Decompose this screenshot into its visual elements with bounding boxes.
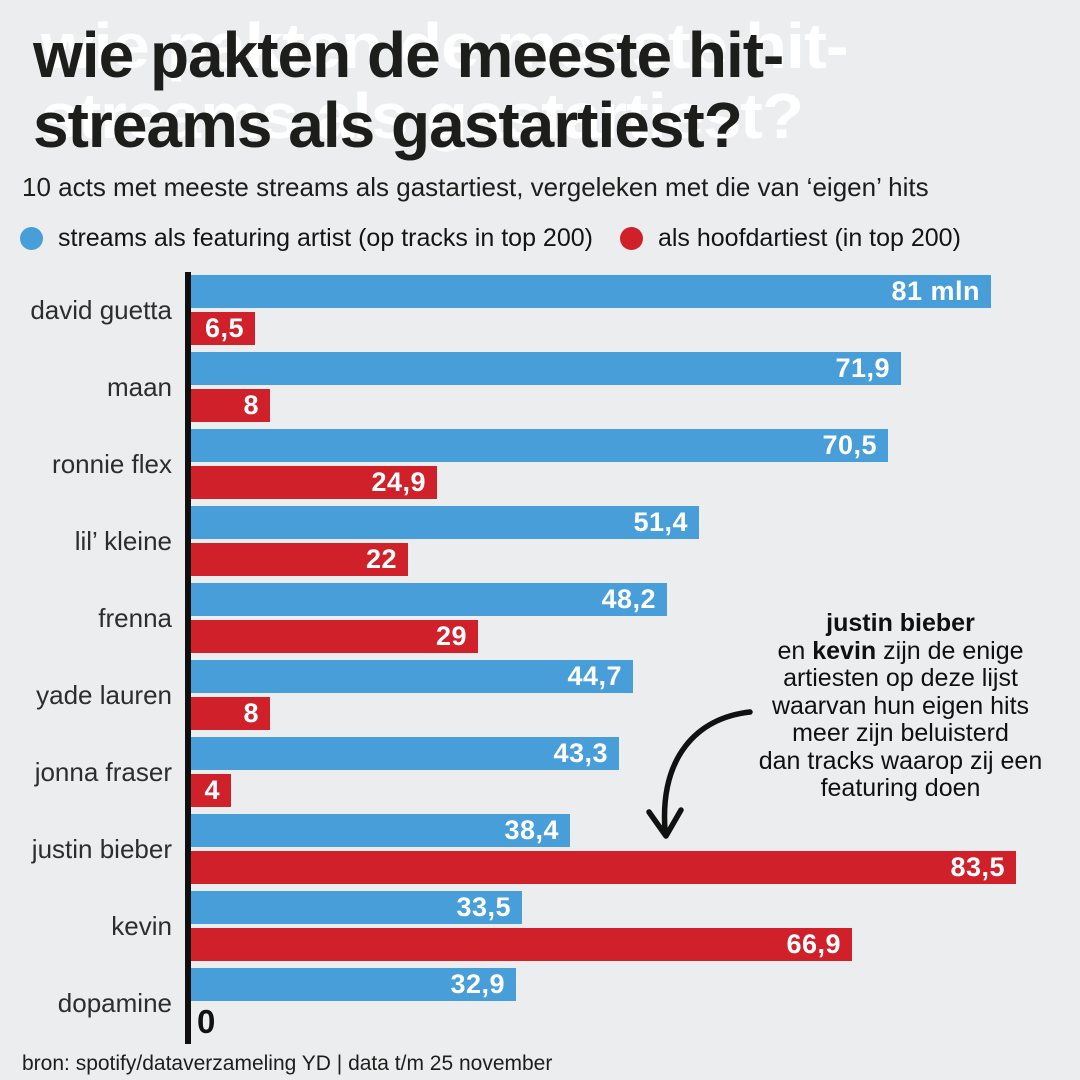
main-artist-legend-label: als hoofdartiest (in top 200) xyxy=(657,224,961,252)
axis-zero-label: 0 xyxy=(197,1003,216,1040)
chart-row: justin bieber 38,4 83,5 xyxy=(0,811,1080,888)
main-artist-bar: 22 xyxy=(191,543,408,576)
main-artist-bar: 8 xyxy=(191,389,270,422)
featuring-value-label: 38,4 xyxy=(504,815,559,845)
main-value-label: 29 xyxy=(435,621,467,651)
chart-row: david guetta 81 mln 6,5 xyxy=(0,272,1080,349)
y-axis-line xyxy=(185,272,191,1044)
main-artist-bar: 66,9 xyxy=(191,928,852,961)
artist-label: justin bieber xyxy=(31,834,172,864)
page-title-text: wie pakten de meeste hit-streams als gas… xyxy=(33,20,1073,160)
main-artist-bar: 6,5 xyxy=(191,312,255,345)
main-artist-legend-dot-icon xyxy=(619,227,643,250)
artist-label: jonna fraser xyxy=(34,757,172,787)
featuring-value-label: 71,9 xyxy=(835,353,890,383)
title-line-2-shadow: streams als gastartiest? xyxy=(41,80,804,152)
chart-row: dopamine 32,9 xyxy=(0,965,1080,1042)
legend-item-main-artist: als hoofdartiest (in top 200) xyxy=(619,224,961,253)
annotation-line: meer zijn beluisterd xyxy=(792,719,1009,747)
featuring-bar: 81 mln xyxy=(191,275,991,308)
main-artist-bar: 83,5 xyxy=(191,851,1016,884)
title-line-2: streams als gastartiest? xyxy=(33,89,743,161)
featuring-bar: 71,9 xyxy=(191,352,901,385)
chart-row: yade lauren 44,7 8 xyxy=(0,657,1080,734)
featuring-bar: 33,5 xyxy=(191,891,522,924)
annotation-text: justin bieber en kevin zijn de enige art… xyxy=(728,609,1073,803)
main-value-label: 83,5 xyxy=(950,852,1005,882)
header: wie pakten de meeste hit-streams als gas… xyxy=(33,11,1073,160)
main-value-label: 8 xyxy=(243,698,259,728)
main-value-label: 8 xyxy=(243,390,259,420)
featuring-value-label: 32,9 xyxy=(450,969,505,999)
source-credit: bron: spotify/dataverzameling YD | data … xyxy=(22,1052,553,1075)
artist-label: frenna xyxy=(98,603,172,633)
main-value-label: 6,5 xyxy=(204,313,244,343)
main-value-label: 66,9 xyxy=(786,929,841,959)
legend: streams als featuring artist (op tracks … xyxy=(20,224,961,253)
main-value-label: 4 xyxy=(204,775,220,805)
featuring-bar: 32,9 xyxy=(191,968,516,1001)
featuring-value-label: 44,7 xyxy=(567,661,622,691)
annotation-line: dan tracks waarop zij een xyxy=(758,746,1043,775)
page-title-shadow: wie pakten de meeste hit-streams als gas… xyxy=(41,10,849,152)
bar-chart: david guetta 81 mln 6,5 maan 71,9 8 ronnie fle… xyxy=(0,272,1080,1052)
page-title: wie pakten de meeste hit-streams als gas… xyxy=(33,11,1073,160)
annotation-arrow-icon xyxy=(646,709,753,839)
featuring-bar: 51,4 xyxy=(191,506,699,539)
main-value-label: 22 xyxy=(365,544,397,574)
artist-label: yade lauren xyxy=(36,680,172,710)
featuring-bar: 43,3 xyxy=(191,737,619,770)
featuring-bar: 48,2 xyxy=(191,583,667,616)
artist-label: dopamine xyxy=(57,988,172,1018)
featuring-value-label: 33,5 xyxy=(456,892,511,922)
annotation-line: featuring doen xyxy=(820,774,981,802)
featuring-legend-label: streams als featuring artist (op tracks … xyxy=(58,224,593,252)
artist-label: lil’ kleine xyxy=(74,526,172,556)
featuring-value-label: 48,2 xyxy=(601,584,656,614)
chart-row: kevin 33,5 66,9 xyxy=(0,888,1080,965)
title-line-1: wie pakten de meeste hit- xyxy=(33,19,784,91)
chart-row: frenna 48,2 29 xyxy=(0,580,1080,657)
main-artist-bar: 29 xyxy=(191,620,478,653)
title-line-1-shadow: wie pakten de meeste hit- xyxy=(41,10,849,82)
main-artist-bar: 24,9 xyxy=(191,466,437,499)
main-value-label: 24,9 xyxy=(371,467,426,497)
annotation-bold-kevin: kevin xyxy=(812,636,877,665)
annotation-line: en kevin zijn de enige xyxy=(777,636,1024,665)
featuring-value-label: 51,4 xyxy=(633,507,688,537)
featuring-bar: 38,4 xyxy=(191,814,570,847)
main-artist-bar: 4 xyxy=(191,774,231,807)
featuring-value-label: 43,3 xyxy=(553,738,608,768)
annotation-line: artiesten op deze lijst xyxy=(783,664,1018,692)
artist-label: ronnie flex xyxy=(52,449,172,479)
featuring-value-label: 70,5 xyxy=(822,430,877,460)
featuring-value-label: 81 mln xyxy=(891,276,980,306)
featuring-legend-dot-icon xyxy=(20,227,43,250)
legend-item-featuring: streams als featuring artist (op tracks … xyxy=(20,224,593,253)
artist-label: maan xyxy=(106,372,172,402)
annotation-line: justin bieber xyxy=(728,609,1073,638)
main-artist-bar: 8 xyxy=(191,697,270,730)
chart-row: ronnie flex 70,5 24,9 xyxy=(0,426,1080,503)
annotation-bold-justin-bieber: justin bieber xyxy=(826,609,975,637)
chart-row: lil’ kleine 51,4 22 xyxy=(0,503,1080,580)
artist-label: kevin xyxy=(111,911,172,941)
chart-row: maan 71,9 8 xyxy=(0,349,1080,426)
featuring-bar: 70,5 xyxy=(191,429,888,462)
annotation-line: waarvan hun eigen hits xyxy=(771,691,1030,720)
page-subtitle: 10 acts met meeste streams als gastartie… xyxy=(22,172,929,202)
featuring-bar: 44,7 xyxy=(191,660,633,693)
chart-row: jonna fraser 43,3 4 xyxy=(0,734,1080,811)
artist-label: david guetta xyxy=(30,295,172,325)
